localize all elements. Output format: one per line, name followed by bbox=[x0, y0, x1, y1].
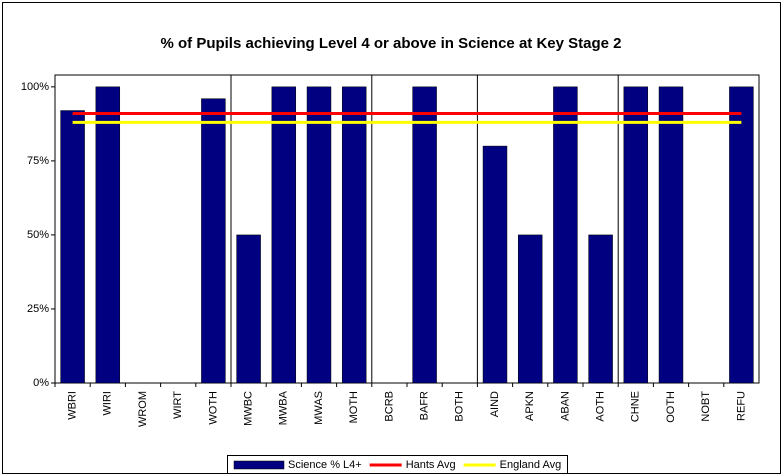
x-tick-label: BCRB bbox=[383, 391, 395, 422]
x-tick-label: BAFR bbox=[419, 391, 431, 420]
legend-swatch bbox=[233, 460, 285, 470]
bar bbox=[658, 86, 684, 384]
x-tick-label: AIND bbox=[489, 391, 501, 417]
bar bbox=[236, 234, 261, 384]
bar bbox=[341, 86, 367, 384]
y-tick-label: 50% bbox=[27, 229, 49, 241]
bar bbox=[588, 234, 613, 384]
bar bbox=[306, 86, 332, 384]
y-tick-label: 0% bbox=[33, 377, 49, 389]
x-tick-label: REFU bbox=[735, 391, 747, 421]
bar bbox=[553, 86, 578, 384]
y-tick-label: 25% bbox=[27, 303, 49, 315]
x-tick-label: CHNE bbox=[630, 391, 642, 422]
bar bbox=[412, 86, 437, 384]
x-tick-label: APKN bbox=[524, 391, 536, 421]
x-tick-label: ABAN bbox=[559, 391, 571, 421]
legend-label: Hants Avg bbox=[406, 459, 456, 471]
bar bbox=[271, 86, 297, 384]
bar bbox=[482, 145, 508, 384]
legend-label: Science % L4+ bbox=[288, 459, 362, 471]
x-tick-label: WIRT bbox=[172, 391, 184, 419]
x-tick-label: MWBA bbox=[278, 390, 290, 425]
bar bbox=[623, 86, 649, 384]
y-tick-label: 75% bbox=[27, 155, 49, 167]
x-tick-label: MOTH bbox=[348, 391, 360, 423]
x-tick-label: NOBT bbox=[700, 391, 712, 422]
y-tick-label: 100% bbox=[21, 81, 49, 93]
x-tick-label: WROM bbox=[137, 391, 149, 427]
bar bbox=[729, 86, 754, 384]
chart-title: % of Pupils achieving Level 4 or above i… bbox=[160, 35, 621, 52]
x-tick-label: OOTH bbox=[665, 391, 677, 423]
bar bbox=[95, 86, 121, 384]
x-tick-label: AOTH bbox=[595, 391, 607, 422]
x-tick-label: BOTH bbox=[454, 391, 466, 422]
x-tick-label: MWAS bbox=[313, 391, 325, 425]
bar bbox=[517, 234, 543, 384]
x-tick-label: MWBC bbox=[243, 391, 255, 426]
legend-label: England Avg bbox=[500, 459, 562, 471]
x-tick-label: WIRI bbox=[102, 391, 114, 415]
bar bbox=[201, 98, 226, 384]
x-tick-label: WBRI bbox=[67, 391, 79, 420]
bar bbox=[60, 110, 85, 384]
x-tick-label: WOTH bbox=[207, 391, 219, 425]
